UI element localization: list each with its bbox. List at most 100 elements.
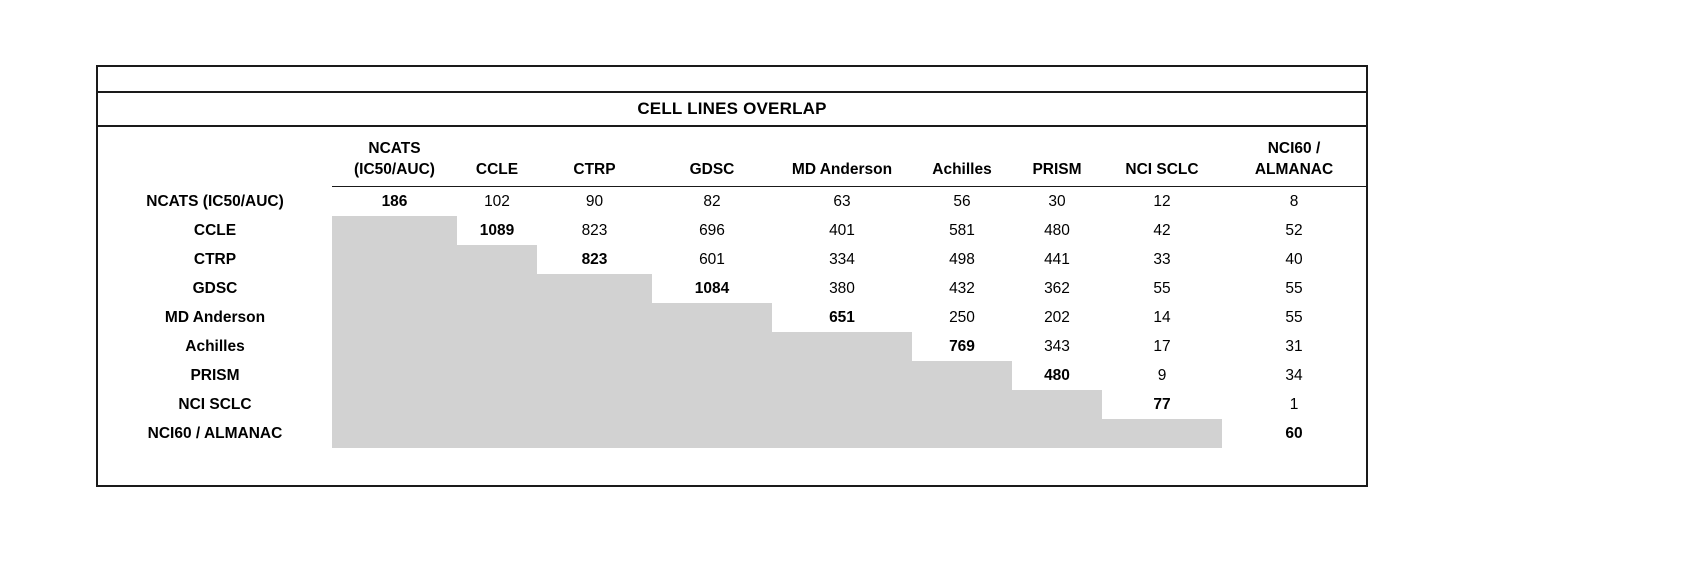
matrix-cell: 42 — [1153, 222, 1171, 239]
column-header-line: MD Anderson — [791, 161, 893, 179]
shaded-empty-cell — [332, 216, 457, 245]
matrix-cell: 581 — [949, 222, 975, 239]
shaded-empty-cell — [537, 419, 652, 448]
shaded-empty-cell — [1102, 419, 1222, 448]
matrix-cell: 202 — [1044, 309, 1070, 326]
column-header-line: NCATS — [368, 140, 421, 158]
table-row: NCATS (IC50/AUC) 186 102 90 82 63 56 30 12 8 — [98, 187, 1366, 216]
matrix-cell: 401 — [829, 222, 855, 239]
matrix-cell: 90 — [585, 193, 604, 210]
matrix-cell: 56 — [953, 193, 971, 210]
row-label: GDSC — [192, 280, 238, 297]
shaded-empty-cell — [772, 390, 912, 419]
overlap-matrix: NCATS (IC50/AUC) CCLE CTRP GDSC MD Anderson Ac… — [98, 127, 1366, 488]
column-header: NCATS (IC50/AUC) — [332, 129, 457, 187]
table-row: CCLE 1089 823 696 401 581 480 42 52 — [98, 216, 1366, 245]
shaded-empty-cell — [457, 245, 537, 274]
bottom-empty-space — [98, 448, 1366, 488]
matrix-cell: 30 — [1048, 193, 1066, 210]
row-label: CTRP — [193, 251, 237, 268]
shaded-empty-cell — [1012, 390, 1102, 419]
shaded-empty-cell — [772, 419, 912, 448]
matrix-cell: 651 — [829, 309, 855, 326]
matrix-cell: 480 — [1044, 222, 1070, 239]
matrix-cell: 343 — [1044, 338, 1070, 355]
shaded-empty-cell — [332, 419, 457, 448]
shaded-empty-cell — [332, 332, 457, 361]
table-row: CTRP 823 601 334 498 441 33 40 — [98, 245, 1366, 274]
matrix-cell: 1084 — [694, 280, 730, 297]
table-row: NCI SCLC 77 1 — [98, 390, 1366, 419]
shaded-empty-cell — [772, 332, 912, 361]
column-header-line: GDSC — [689, 161, 735, 179]
top-empty-strip — [98, 67, 1366, 93]
column-header-line: CTRP — [573, 161, 616, 179]
column-header: PRISM — [1012, 129, 1102, 187]
matrix-cell: 601 — [699, 251, 725, 268]
column-header-line: ALMANAC — [1254, 161, 1334, 179]
header-row: NCATS (IC50/AUC) CCLE CTRP GDSC MD Anderson Ac… — [98, 129, 1366, 187]
table-row: PRISM 480 9 34 — [98, 361, 1366, 390]
matrix-cell: 823 — [581, 251, 608, 268]
matrix-cell: 186 — [381, 193, 408, 210]
row-label: NCI60 / ALMANAC — [147, 425, 283, 442]
matrix-cell: 380 — [829, 280, 855, 297]
column-header-line: CCLE — [475, 161, 519, 179]
shaded-empty-cell — [332, 245, 457, 274]
matrix-cell: 17 — [1153, 338, 1171, 355]
matrix-cell: 77 — [1153, 396, 1171, 413]
matrix-cell: 498 — [949, 251, 975, 268]
matrix-cell: 480 — [1044, 367, 1070, 384]
table-row: MD Anderson 651 250 202 14 55 — [98, 303, 1366, 332]
matrix-cell: 432 — [949, 280, 975, 297]
row-label: NCATS (IC50/AUC) — [146, 193, 284, 210]
matrix-cell: 250 — [949, 309, 975, 326]
data-rows: NCATS (IC50/AUC) 186 102 90 82 63 56 30 12 8 CCLE 1… — [98, 187, 1366, 448]
shaded-empty-cell — [537, 390, 652, 419]
shaded-empty-cell — [457, 274, 537, 303]
table-row: GDSC 1084 380 432 362 55 55 — [98, 274, 1366, 303]
shaded-empty-cell — [912, 361, 1012, 390]
shaded-empty-cell — [332, 303, 457, 332]
shaded-empty-cell — [537, 303, 652, 332]
matrix-cell: 55 — [1285, 309, 1303, 326]
column-header: MD Anderson — [772, 129, 912, 187]
column-header: CCLE — [457, 129, 537, 187]
column-header-line: Achilles — [932, 161, 992, 179]
matrix-cell: 40 — [1285, 251, 1303, 268]
table-row: NCI60 / ALMANAC 60 — [98, 419, 1366, 448]
matrix-cell: 55 — [1285, 280, 1303, 297]
column-header: Achilles — [912, 129, 1012, 187]
column-header: NCI60 / ALMANAC — [1222, 129, 1366, 187]
table-row: Achilles 769 343 17 31 — [98, 332, 1366, 361]
matrix-cell: 31 — [1285, 338, 1303, 355]
column-header: CTRP — [537, 129, 652, 187]
column-header-line: NCI60 / — [1267, 140, 1321, 158]
shaded-empty-cell — [457, 332, 537, 361]
overlap-table-panel: CELL LINES OVERLAP NCATS (IC50/AUC) CCLE CT… — [96, 65, 1368, 487]
column-header: GDSC — [652, 129, 772, 187]
matrix-cell: 34 — [1285, 367, 1303, 384]
shaded-empty-cell — [652, 390, 772, 419]
shaded-empty-cell — [537, 361, 652, 390]
matrix-cell: 12 — [1153, 193, 1171, 210]
row-label: PRISM — [190, 367, 240, 384]
shaded-empty-cell — [457, 390, 537, 419]
shaded-empty-cell — [332, 361, 457, 390]
matrix-cell: 14 — [1153, 309, 1171, 326]
matrix-cell: 60 — [1285, 425, 1303, 442]
shaded-empty-cell — [457, 303, 537, 332]
column-header-line: (IC50/AUC) — [354, 161, 435, 179]
shaded-empty-cell — [1012, 419, 1102, 448]
matrix-cell: 696 — [699, 222, 725, 239]
row-label: MD Anderson — [164, 309, 266, 326]
column-header-line: PRISM — [1032, 161, 1082, 179]
column-header: NCI SCLC — [1102, 129, 1222, 187]
shaded-empty-cell — [912, 390, 1012, 419]
matrix-cell: 63 — [833, 193, 851, 210]
shaded-empty-cell — [457, 361, 537, 390]
shaded-empty-cell — [912, 419, 1012, 448]
shaded-empty-cell — [332, 390, 457, 419]
table-title: CELL LINES OVERLAP — [637, 99, 827, 118]
matrix-cell: 55 — [1153, 280, 1171, 297]
